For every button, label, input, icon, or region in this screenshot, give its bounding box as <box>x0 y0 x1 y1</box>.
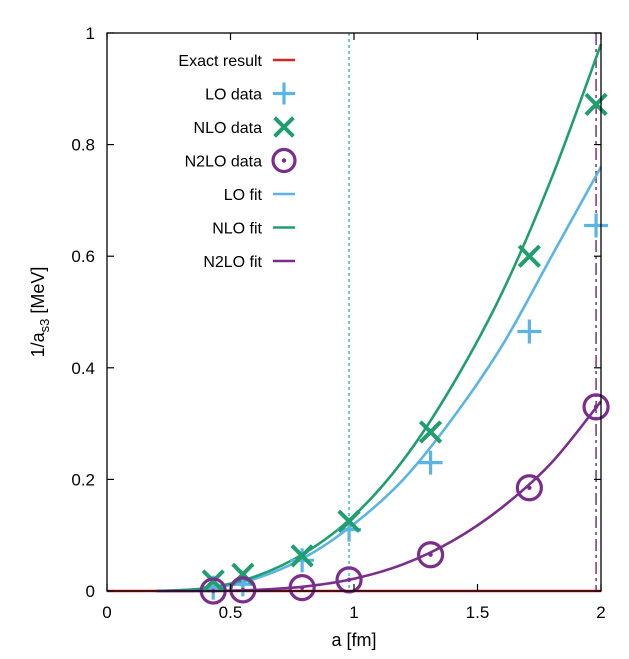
x-tick-label: 2 <box>596 603 605 622</box>
nlo-data-point <box>517 244 541 268</box>
vertical-lines <box>348 33 597 591</box>
legend-label: LO fit <box>224 187 263 204</box>
x-tick-label: 1 <box>349 603 358 622</box>
plot-frame <box>106 32 602 592</box>
lo-data-point <box>273 82 295 105</box>
nlo-data-point <box>290 544 314 568</box>
legend-entry: NLO fit <box>212 221 295 238</box>
legend-label: Exact result <box>178 53 262 70</box>
n2lo-data-point <box>335 566 363 594</box>
legend-label: N2LO data <box>185 154 262 171</box>
legend-entry: N2LO fit <box>203 254 295 271</box>
fit-curves <box>107 43 603 593</box>
legend-entry: LO fit <box>224 187 295 204</box>
lo-data-point <box>418 450 443 475</box>
y-tick-label: 1 <box>86 24 95 43</box>
n2lo-data-point <box>515 474 543 502</box>
tick-labels: 0 0.5 1 1.5 2 0 0.2 0.4 0.6 0.8 1 <box>71 24 605 622</box>
legend-entry: N2LO data <box>185 147 297 174</box>
legend-label: NLO fit <box>212 221 262 238</box>
y-tick-label: 0.6 <box>71 247 95 266</box>
n2lo-data-point <box>288 574 316 602</box>
y-tick-label: 0.2 <box>71 470 95 489</box>
y-tick-label: 0.4 <box>71 359 95 378</box>
nlo-data-point <box>584 92 608 117</box>
lo-fit-curve <box>156 166 603 593</box>
lo-data-point <box>290 548 315 573</box>
nlo-data-point <box>201 569 225 593</box>
nlo-data-point <box>418 420 443 444</box>
legend-label: LO data <box>205 87 262 104</box>
nlo-data-point <box>273 116 295 138</box>
legend: Exact result LO data NLO data N2LO data LO f… <box>178 53 297 271</box>
n2lo-fit-curve <box>156 400 603 593</box>
n2lo-data-point <box>416 541 445 569</box>
x-tick-label: 0 <box>102 603 111 622</box>
x-tick-label: 0.5 <box>219 603 243 622</box>
y-tick-label: 0 <box>86 582 95 601</box>
nlo-data-point <box>337 509 361 533</box>
lo-data-point <box>584 213 609 238</box>
x-tick-label: 1.5 <box>466 603 490 622</box>
axis-ticks <box>106 32 602 592</box>
legend-entry: LO data <box>205 82 295 105</box>
nlo-fit-curve <box>156 43 603 593</box>
data-markers <box>199 92 610 605</box>
y-axis-label-main: 1/a <box>28 331 48 357</box>
y-axis-label: 1/as3 [MeV] <box>28 267 52 358</box>
n2lo-data-point <box>271 147 297 174</box>
y-tick-label: 0.8 <box>71 136 95 155</box>
y-axis-label-unit: [MeV] <box>28 267 48 319</box>
legend-label: NLO data <box>194 120 263 137</box>
y-axis-label-subscript: s3 <box>37 319 52 333</box>
legend-entry: NLO data <box>194 116 295 138</box>
lo-data-point <box>517 319 542 344</box>
legend-label: N2LO fit <box>203 254 262 271</box>
x-axis-label: a [fm] <box>331 630 376 650</box>
legend-entry: Exact result <box>178 53 295 70</box>
n2lo-data-point <box>582 393 610 421</box>
